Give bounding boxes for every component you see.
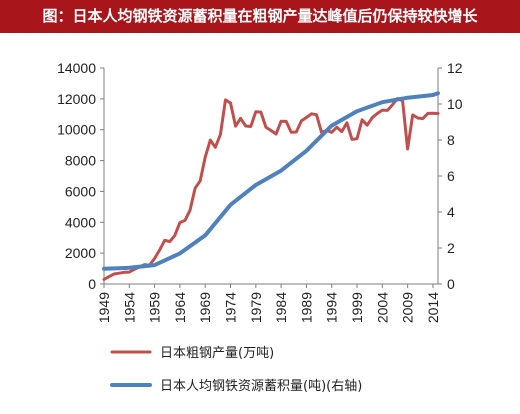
y-left-tick-label: 14000 <box>57 60 96 76</box>
legend: 日本粗钢产量(万吨) 日本人均钢铁资源蓄积量(吨)(右轴) <box>112 346 362 394</box>
legend-label-production: 日本粗钢产量(万吨) <box>160 346 274 361</box>
y-left-tick-label: 8000 <box>65 153 96 169</box>
x-tick-label: 1999 <box>349 292 365 323</box>
legend-label-stock: 日本人均钢铁资源蓄积量(吨)(右轴) <box>160 379 362 394</box>
series-group <box>104 93 438 279</box>
x-tick-label: 2004 <box>374 292 390 323</box>
y-left-tick-label: 4000 <box>65 214 96 230</box>
y-right-tick-label: 6 <box>447 168 455 184</box>
x-tick-label: 1959 <box>147 292 163 323</box>
y-right-tick-label: 4 <box>447 204 455 220</box>
series-line-crude-steel-production <box>104 99 438 280</box>
y-right-tick-label: 2 <box>447 240 455 256</box>
series-line-steel-stock-per-capita <box>104 93 438 269</box>
x-tick-label: 1969 <box>197 292 213 323</box>
x-tick-label: 2009 <box>400 292 416 323</box>
y-left-tick-label: 10000 <box>57 122 96 138</box>
x-tick-label: 1954 <box>121 292 137 323</box>
x-tick-label: 1989 <box>298 292 314 323</box>
y-right-tick-label: 0 <box>447 276 455 292</box>
y-right-tick-label: 10 <box>447 96 463 112</box>
x-tick-label: 1984 <box>273 292 289 323</box>
x-tick-label: 1979 <box>248 292 264 323</box>
x-tick-label: 1994 <box>324 292 340 323</box>
x-tick-label: 1964 <box>172 292 188 323</box>
x-tick-label: 1949 <box>96 292 112 323</box>
y-left-tick-label: 0 <box>88 276 96 292</box>
x-tick-label: 2014 <box>425 292 441 323</box>
y-right-tick-label: 8 <box>447 132 455 148</box>
y-left-tick-label: 12000 <box>57 91 96 107</box>
y-left-tick-label: 2000 <box>65 245 96 261</box>
y-left-tick-label: 6000 <box>65 183 96 199</box>
x-tick-label: 1974 <box>223 292 239 323</box>
y-right-tick-label: 12 <box>447 60 463 76</box>
